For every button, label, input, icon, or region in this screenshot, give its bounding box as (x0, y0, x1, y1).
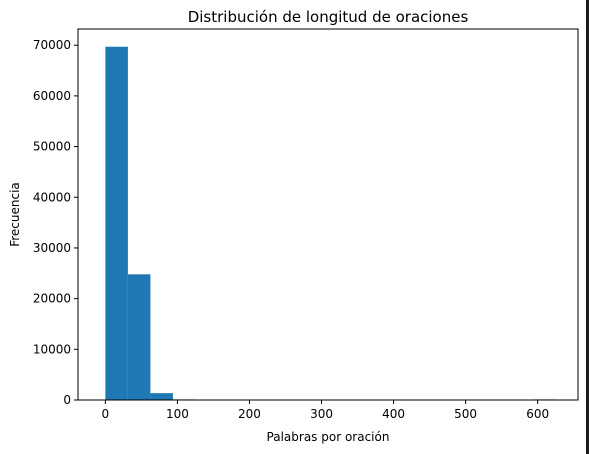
y-tick-label: 40000 (33, 190, 71, 204)
histogram-bar-0 (105, 46, 128, 401)
x-tick-label: 500 (454, 407, 477, 421)
y-tick-label: 30000 (33, 241, 71, 255)
chart-title: Distribución de longitud de oraciones (188, 8, 469, 26)
x-tick-label: 100 (166, 407, 189, 421)
y-tick-label: 20000 (33, 292, 71, 306)
y-tick-label: 60000 (33, 89, 71, 103)
window-edge-border (586, 0, 589, 454)
histogram-bar-2 (150, 393, 173, 400)
x-axis-label: Palabras por oración (267, 430, 390, 444)
x-tick-label: 300 (310, 407, 333, 421)
bars-group (105, 46, 556, 401)
histogram-bar-1 (127, 274, 151, 400)
y-tick-label: 50000 (33, 140, 71, 154)
y-tick-label: 10000 (33, 342, 71, 356)
x-tick-label: 600 (526, 407, 549, 421)
y-axis-label: Frecuencia (8, 182, 22, 247)
y-tick-label: 0 (63, 393, 71, 407)
x-tick-label: 0 (102, 407, 110, 421)
plot-area-frame (77, 28, 579, 401)
y-axis-ticks: 0 10000 20000 30000 40000 50000 60000 70000 (33, 38, 78, 407)
x-tick-label: 400 (382, 407, 405, 421)
y-tick-label: 70000 (33, 38, 71, 52)
x-tick-label: 200 (238, 407, 261, 421)
x-axis-ticks: 0 100 200 300 400 500 600 (102, 400, 549, 421)
